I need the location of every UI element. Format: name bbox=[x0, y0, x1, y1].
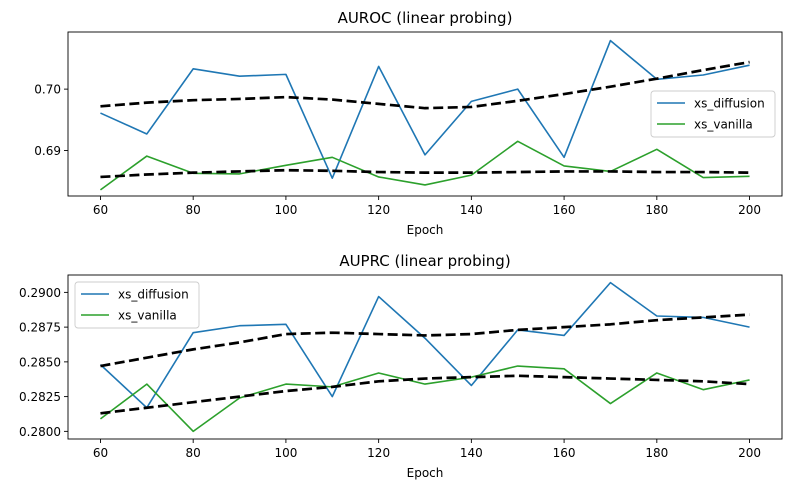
trend-line-dashed bbox=[100, 313, 750, 368]
legend-label: xs_diffusion bbox=[694, 97, 765, 111]
legend-label: xs_diffusion bbox=[118, 288, 189, 302]
y-tick-label: 0.2875 bbox=[19, 321, 61, 335]
y-tick-label: 0.2800 bbox=[19, 425, 61, 439]
trend-line-dashed bbox=[100, 374, 750, 415]
x-tick-label: 200 bbox=[738, 446, 761, 460]
auroc-chart: AUROC (linear probing) 60 80 100 120 140 160 18… bbox=[34, 9, 783, 237]
series-line-xs-diffusion bbox=[99, 281, 750, 409]
x-tick-label: 80 bbox=[186, 446, 201, 460]
auprc-chart: AUPRC (linear probing) 60 80 100 120 140 160 18… bbox=[19, 252, 783, 480]
x-tick-label: 180 bbox=[645, 446, 668, 460]
y-tick-label: 0.70 bbox=[34, 83, 61, 97]
x-tick-label: 100 bbox=[274, 203, 297, 217]
series-line-xs-vanilla bbox=[99, 365, 750, 433]
x-tick-label: 100 bbox=[274, 446, 297, 460]
trend-line-dashed bbox=[100, 168, 750, 179]
auprc-title: AUPRC (linear probing) bbox=[339, 252, 510, 270]
y-tick-label: 0.2825 bbox=[19, 390, 61, 404]
auroc-legend: xs_diffusion xs_vanilla bbox=[650, 90, 776, 138]
x-tick-label: 140 bbox=[460, 446, 483, 460]
auroc-title: AUROC (linear probing) bbox=[338, 9, 513, 27]
auroc-axes-frame bbox=[67, 31, 783, 197]
auprc-legend: xs_diffusion xs_vanilla bbox=[74, 281, 200, 329]
x-tick-label: 80 bbox=[186, 203, 201, 217]
y-tick-label: 0.69 bbox=[34, 144, 61, 158]
x-tick-label: 120 bbox=[367, 446, 390, 460]
series-line-xs-diffusion bbox=[100, 39, 750, 179]
x-tick-label: 160 bbox=[553, 203, 576, 217]
legend-label: xs_vanilla bbox=[118, 309, 177, 323]
y-tick-label: 0.2900 bbox=[19, 286, 61, 300]
auroc-x-axis-label: Epoch bbox=[407, 223, 444, 237]
x-tick-label: 200 bbox=[738, 203, 761, 217]
legend-label: xs_vanilla bbox=[694, 118, 753, 132]
auprc-x-axis-label: Epoch bbox=[407, 466, 444, 480]
x-tick-label: 180 bbox=[645, 203, 668, 217]
x-tick-label: 140 bbox=[460, 203, 483, 217]
y-tick-label: 0.2850 bbox=[19, 355, 61, 369]
x-tick-label: 60 bbox=[93, 203, 108, 217]
trend-line-dashed bbox=[100, 60, 750, 110]
x-tick-label: 160 bbox=[553, 446, 576, 460]
auprc-axes-frame bbox=[67, 274, 783, 440]
x-tick-label: 60 bbox=[93, 446, 108, 460]
x-tick-label: 120 bbox=[367, 203, 390, 217]
